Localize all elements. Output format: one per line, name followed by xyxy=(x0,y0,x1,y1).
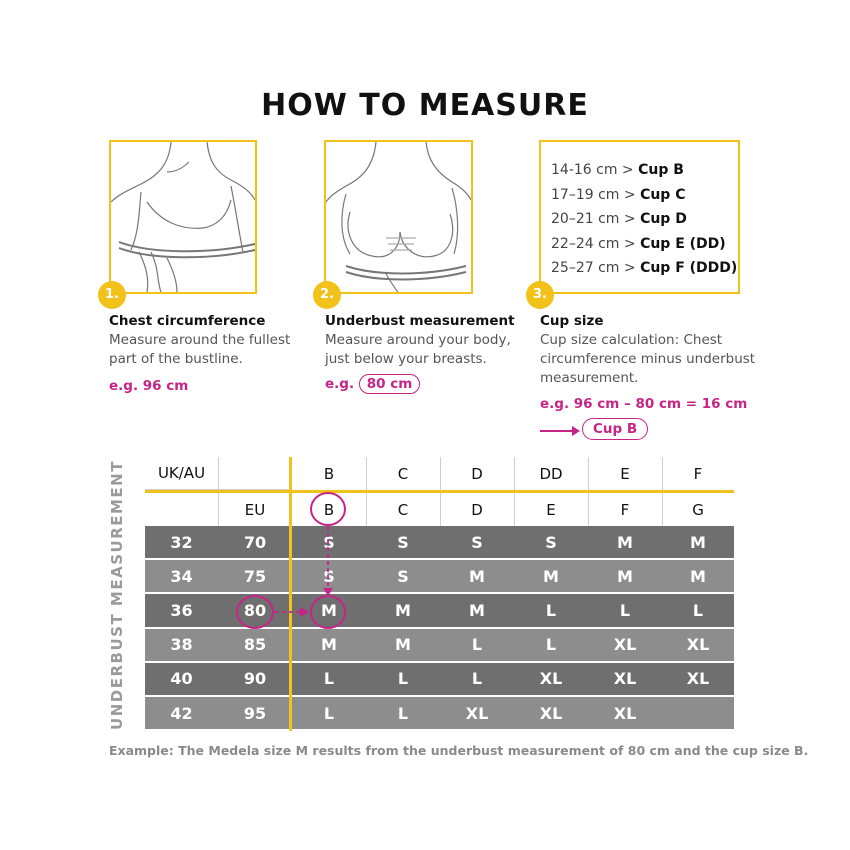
size-cell: XL xyxy=(662,662,734,695)
uk-band-cell: 42 xyxy=(145,697,218,730)
eu-band-cell: 70 xyxy=(218,526,292,559)
size-cell: XL xyxy=(440,697,514,730)
eu-header: EU xyxy=(218,493,292,526)
size-cell: S xyxy=(440,526,514,559)
eu-cup-header: G xyxy=(662,493,734,526)
size-cell: S xyxy=(292,560,366,593)
table-divider-vertical xyxy=(289,457,292,731)
cup-size-list: 14-16 cm > Cup B 17–19 cm > Cup C 20–21 … xyxy=(551,158,737,281)
underbust-value-highlight: 80 cm xyxy=(358,374,421,394)
highlight-eu-80-circle xyxy=(236,595,274,629)
underbust-measure-drawing xyxy=(326,142,471,292)
size-cell: M xyxy=(662,526,734,559)
size-cell: S xyxy=(292,526,366,559)
size-cell: S xyxy=(366,526,440,559)
header-blank xyxy=(218,457,292,490)
step-2-title: Underbust measurement xyxy=(325,313,515,329)
uk-band-cell: 32 xyxy=(145,526,218,559)
size-cell: M xyxy=(440,560,514,593)
eu-cup-header: F xyxy=(588,493,662,526)
size-cell: XL xyxy=(588,628,662,661)
eu-cup-header: E xyxy=(514,493,588,526)
size-cell: L xyxy=(514,628,588,661)
size-cell: L xyxy=(588,594,662,627)
size-cell xyxy=(662,697,734,730)
page-title: HOW TO MEASURE xyxy=(261,88,589,123)
eu-band-cell: 95 xyxy=(218,697,292,730)
step-3-title: Cup size xyxy=(540,313,604,329)
size-cell: M xyxy=(366,628,440,661)
size-cell: M xyxy=(588,526,662,559)
size-cell: S xyxy=(514,526,588,559)
underbust-illustration xyxy=(324,140,473,294)
size-cell: L xyxy=(292,662,366,695)
size-cell: XL xyxy=(588,662,662,695)
uk-cup-header: DD xyxy=(514,457,588,490)
step-1-title: Chest circumference xyxy=(109,313,266,329)
cup-result-highlight: Cup B xyxy=(582,418,649,440)
size-cell: M xyxy=(366,594,440,627)
uk-cup-header: B xyxy=(292,457,366,490)
table-divider-horizontal xyxy=(145,490,734,493)
cup-row: 22–24 cm > Cup E (DD) xyxy=(551,235,726,252)
size-cell: M xyxy=(514,560,588,593)
step-2-badge: 2. xyxy=(313,281,341,309)
arrow-head-icon xyxy=(572,426,580,436)
uk-au-header: UK/AU xyxy=(145,457,218,490)
step-3-desc: Cup size calculation: Chest circumference… xyxy=(540,332,756,386)
cup-row: 25–27 cm > Cup F (DDD) xyxy=(551,260,738,276)
size-cell: XL xyxy=(662,628,734,661)
eu-band-cell: 75 xyxy=(218,560,292,593)
cup-size-box xyxy=(539,140,740,294)
step-3-example: e.g. 96 cm – 80 cm = 16 cm xyxy=(540,396,748,412)
size-cell: XL xyxy=(514,697,588,730)
cup-row: 17–19 cm > Cup C xyxy=(551,186,686,203)
size-cell: L xyxy=(292,697,366,730)
step-2-desc: Measure around your body, just below your… xyxy=(325,332,511,367)
highlight-cup-b-circle xyxy=(310,492,346,526)
uk-band-cell: 40 xyxy=(145,662,218,695)
size-cell: S xyxy=(366,560,440,593)
size-cell: L xyxy=(514,594,588,627)
size-cell: M xyxy=(662,560,734,593)
size-cell: M xyxy=(292,628,366,661)
size-cell: XL xyxy=(588,697,662,730)
size-cell: M xyxy=(440,594,514,627)
uk-cup-header: C xyxy=(366,457,440,490)
uk-band-cell: 36 xyxy=(145,594,218,627)
uk-cup-header: D xyxy=(440,457,514,490)
size-cell: L xyxy=(366,662,440,695)
uk-band-cell: 34 xyxy=(145,560,218,593)
eu-cup-header: C xyxy=(366,493,440,526)
size-cell: L xyxy=(662,594,734,627)
uk-band-cell: 38 xyxy=(145,628,218,661)
eu-cup-header: D xyxy=(440,493,514,526)
uk-cup-header: E xyxy=(588,457,662,490)
chest-illustration xyxy=(109,140,257,294)
cup-row: 20–21 cm > Cup D xyxy=(551,211,687,227)
eu-band-cell: 90 xyxy=(218,662,292,695)
size-cell: L xyxy=(366,697,440,730)
size-cell: XL xyxy=(514,662,588,695)
step-3-badge: 3. xyxy=(526,281,554,309)
step-2-example: e.g. 80 cm xyxy=(325,374,421,394)
size-cell: L xyxy=(440,628,514,661)
step-1-example: e.g. 96 cm xyxy=(109,378,189,394)
size-cell: M xyxy=(588,560,662,593)
footer-note: Example: The Medela size M results from … xyxy=(109,743,809,758)
size-cell: L xyxy=(440,662,514,695)
step-1-badge: 1. xyxy=(98,281,126,309)
result-arrow xyxy=(540,430,574,432)
step-1-desc: Measure around the fullest part of the bu… xyxy=(109,332,291,367)
header-blank xyxy=(145,493,218,526)
chest-measure-drawing xyxy=(111,142,255,292)
cup-row: 14-16 cm > Cup B xyxy=(551,162,684,178)
uk-cup-header: F xyxy=(662,457,734,490)
eu-band-cell: 85 xyxy=(218,628,292,661)
